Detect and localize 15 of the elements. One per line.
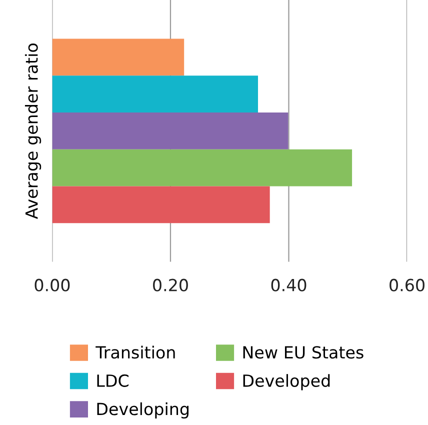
x-tick-label: 0.40 [271,278,306,292]
x-tick-label: 0.60 [390,278,424,292]
legend-label: Transition [96,346,175,359]
bar [52,149,352,186]
bar [52,186,270,224]
x-tick-label: 0.00 [34,278,70,292]
x-tick-label: 0.20 [153,278,188,292]
legend-label: LDC [97,374,128,387]
y-axis-title: Average gender ratio [24,44,42,220]
legend-label: New EU States [243,346,364,359]
bar [52,76,258,112]
bar [52,112,288,150]
legend-label: Developing [97,402,189,418]
legend-label: Developed [243,374,330,390]
bar [52,38,184,76]
